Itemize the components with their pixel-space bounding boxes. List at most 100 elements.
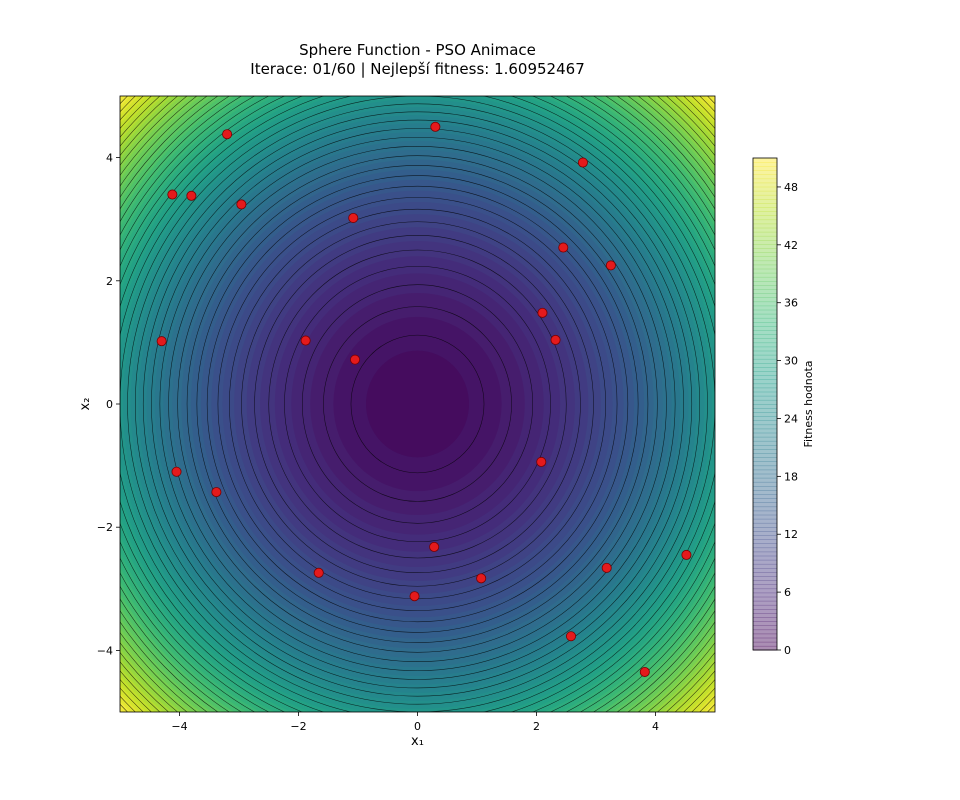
contour-line [217, 197, 618, 611]
colorbar-segment [753, 490, 777, 495]
colorbar-segment [753, 551, 777, 557]
colorbar-segment [753, 416, 777, 421]
y-axis-label: x₂ [78, 398, 93, 411]
contour-line [268, 249, 567, 559]
heat-band [211, 190, 624, 618]
y-tick-label: 2 [106, 275, 113, 288]
heat-band [234, 214, 601, 594]
colorbar-segment [753, 215, 777, 221]
colorbar-segment [753, 371, 777, 376]
contour-line [302, 284, 533, 524]
colorbar-segment [753, 194, 777, 200]
colorbar-segment [753, 248, 777, 253]
particle-point [537, 307, 548, 318]
chart-title: Sphere Function - PSO Animace [299, 41, 536, 59]
colorbar-segment [753, 252, 777, 257]
particle-point [550, 334, 561, 345]
colorbar-frame [752, 157, 778, 651]
x-axis: −4 −2 0 2 4 [171, 712, 659, 733]
colorbar-segment [753, 461, 777, 467]
colorbar-segment [753, 211, 777, 216]
particle-point [601, 562, 612, 573]
colorbar-segment [753, 174, 777, 180]
colorbar-segment [753, 199, 777, 204]
colorbar-segment [753, 367, 777, 372]
colorbar-segment [753, 469, 777, 475]
colorbar-segment [753, 358, 777, 364]
heat-band [246, 227, 589, 581]
particle-point [222, 129, 233, 140]
colorbar-segment [753, 301, 777, 307]
y-tick-label: 4 [106, 152, 113, 165]
heat-band [130, 106, 705, 702]
colorbar-segment [753, 338, 777, 344]
colorbar-segment [753, 576, 777, 581]
colorbar-segment [753, 514, 777, 520]
colorbar-segment [753, 420, 777, 426]
colorbar-segment [753, 604, 777, 610]
contour-line [206, 185, 629, 623]
contour-line [323, 306, 512, 502]
heat-band [172, 150, 663, 658]
colorbar-tick-label: 30 [784, 355, 798, 368]
colorbar-segment [753, 350, 777, 356]
colorbar-segment [753, 285, 777, 290]
colorbar-segment [753, 621, 777, 626]
colorbar-segment [753, 190, 777, 196]
contour-line [159, 136, 676, 672]
contour-line [177, 155, 658, 653]
particle-point [167, 189, 178, 200]
colorbar-segment [753, 346, 777, 352]
colorbar-segment [753, 535, 777, 540]
colorbar-segment [753, 387, 777, 393]
colorbar-segment [753, 186, 777, 192]
colorbar-segment [753, 240, 777, 245]
colorbar-tick-label: 42 [784, 239, 798, 252]
colorbar-segment [753, 379, 777, 385]
particle-point [577, 157, 588, 168]
colorbar-segment [753, 440, 777, 446]
particle-point [681, 549, 692, 560]
contour-line [350, 334, 485, 474]
contour-line [186, 165, 649, 643]
colorbar-segment [753, 289, 777, 294]
particle-point [186, 190, 197, 201]
contour-line [168, 146, 667, 662]
colorbar-segment [753, 326, 777, 331]
particle-point [350, 354, 361, 365]
particle-point [236, 199, 247, 210]
contour-line [151, 128, 684, 680]
colorbar-segment [753, 629, 777, 635]
colorbar-segment [753, 354, 777, 360]
colorbar-segment [753, 305, 777, 311]
colorbar-tick-label: 24 [784, 412, 798, 425]
contour-line [142, 119, 693, 689]
colorbar-segment [753, 170, 777, 175]
colorbar-label: Fitness hodnota [802, 360, 815, 447]
colorbar-segment [753, 588, 777, 594]
colorbar-tick-label: 18 [784, 470, 798, 483]
particle-point [558, 242, 569, 253]
colorbar-segment [753, 244, 777, 249]
colorbar-segment [753, 391, 777, 397]
colorbar-segment [753, 510, 777, 516]
colorbar-segment [753, 260, 777, 266]
heat-band [222, 202, 613, 606]
colorbar-segment [753, 543, 777, 549]
colorbar-segment [753, 309, 777, 315]
x-tick-label: 2 [533, 720, 540, 733]
colorbar-segment [753, 235, 777, 241]
x-axis-label: x₁ [411, 734, 424, 749]
colorbar-segment [753, 522, 777, 528]
heat-band [200, 179, 635, 629]
colorbar-segment [753, 498, 777, 503]
colorbar-segment [753, 223, 777, 229]
heat-band [154, 131, 681, 677]
colorbar-segment [753, 477, 777, 483]
colorbar-segment [753, 580, 777, 585]
colorbar-segment [753, 158, 777, 163]
colorbar-segment [753, 481, 777, 487]
heat-band [260, 241, 575, 567]
colorbar-segment [753, 313, 777, 319]
